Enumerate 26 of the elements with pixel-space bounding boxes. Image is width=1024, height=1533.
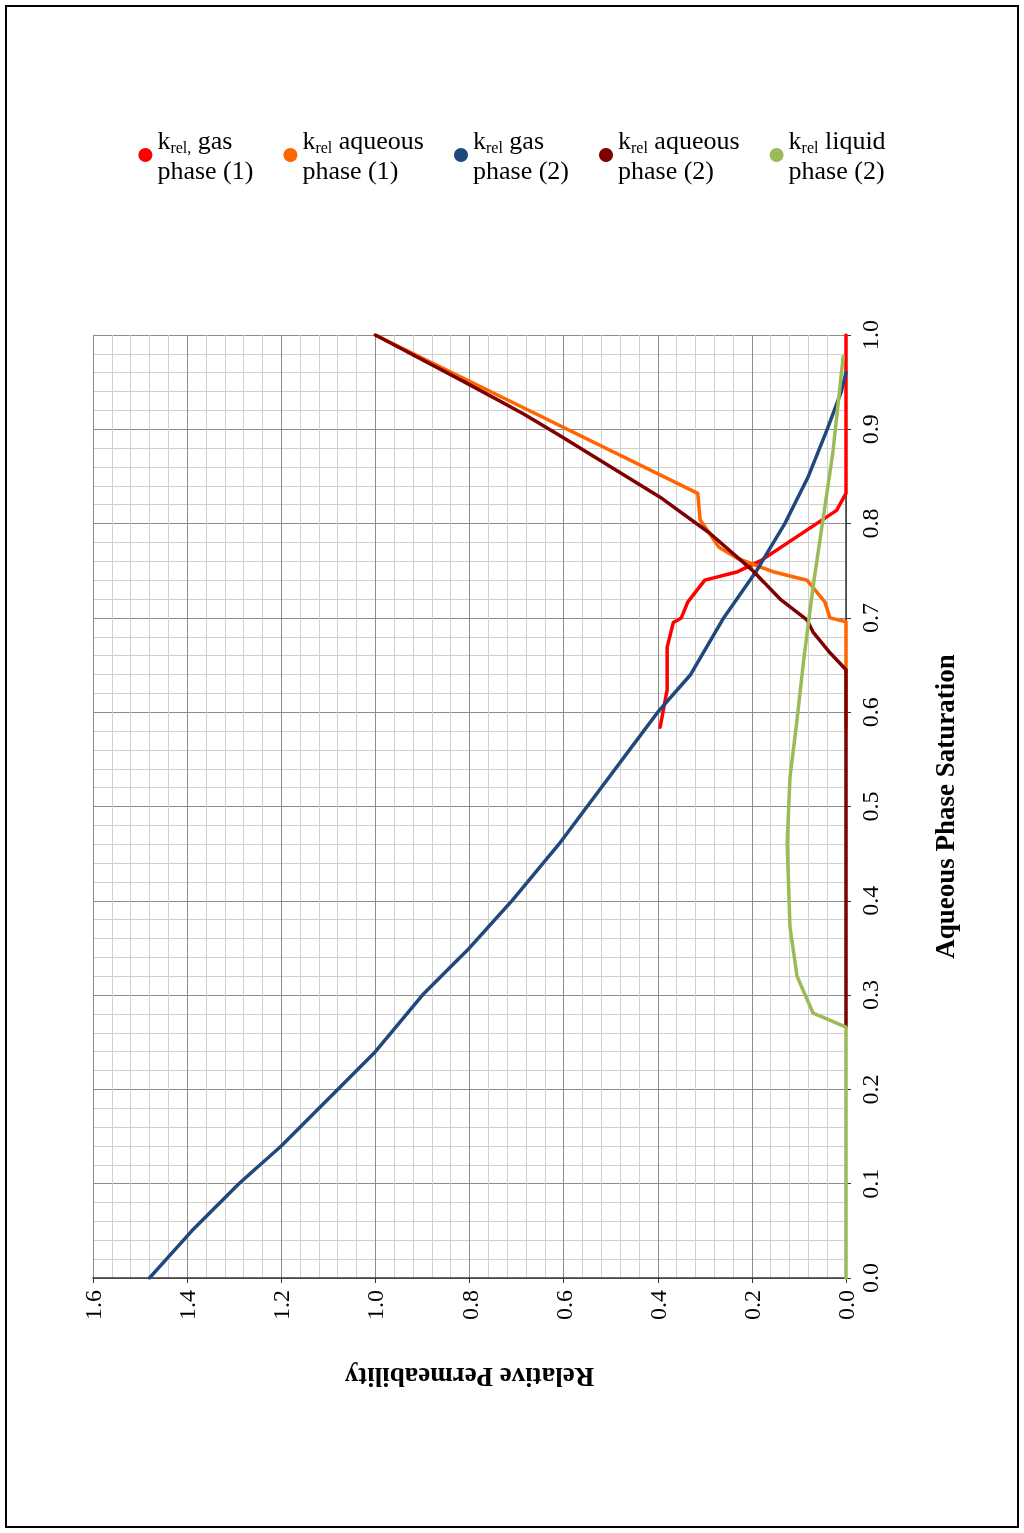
x-tick-label: 0.2 bbox=[738, 1290, 765, 1320]
y-tick-label: 0.9 bbox=[857, 414, 883, 445]
y-tick-label: 0.8 bbox=[857, 508, 883, 539]
line-series bbox=[785, 354, 848, 1280]
x-tick-label: 1.2 bbox=[268, 1290, 295, 1320]
x-tick-label: 0.4 bbox=[644, 1290, 671, 1320]
line-series bbox=[147, 370, 848, 1280]
y-tick-label: 0.4 bbox=[857, 885, 883, 916]
x-tick-label: 0.8 bbox=[456, 1290, 483, 1320]
line-series bbox=[658, 333, 848, 730]
x-tick-label: 1.0 bbox=[362, 1290, 389, 1320]
y-tick-label: 0.0 bbox=[857, 1263, 883, 1293]
y-tick-label: 0.2 bbox=[857, 1074, 883, 1105]
y-axis-title: Aqueous Phase Saturation bbox=[929, 654, 960, 959]
y-tick-label: 0.1 bbox=[857, 1168, 883, 1199]
y-tick-label: 1.0 bbox=[857, 320, 883, 350]
y-tick-label: 0.5 bbox=[857, 791, 883, 822]
y-tick-label: 0.3 bbox=[857, 980, 883, 1011]
x-tick-label: 1.4 bbox=[174, 1290, 201, 1320]
y-tick-label: 0.6 bbox=[857, 697, 883, 728]
x-tick-label: 0.6 bbox=[550, 1290, 577, 1320]
line-series bbox=[373, 333, 848, 1029]
x-axis-title: Relative Permeability bbox=[344, 1361, 595, 1392]
y-tick-label: 0.7 bbox=[857, 602, 883, 633]
x-tick-label: 0.0 bbox=[833, 1290, 859, 1320]
x-tick-label: 1.6 bbox=[80, 1290, 106, 1320]
